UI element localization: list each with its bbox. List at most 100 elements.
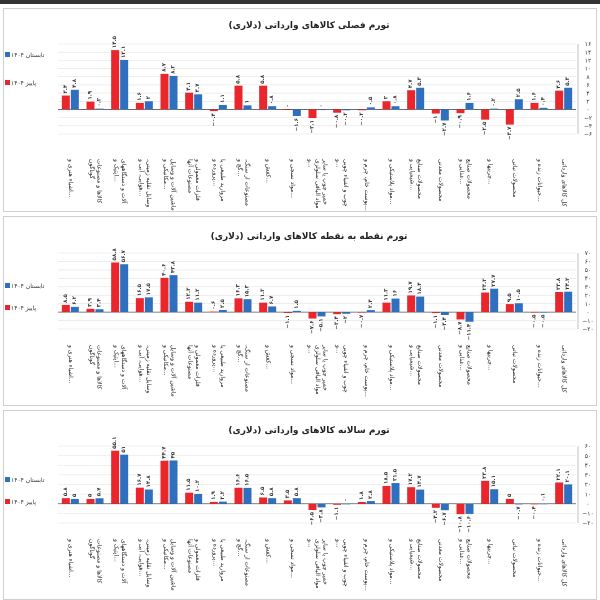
category-label: مواد نسجی و...: [289, 345, 297, 384]
bar-summer: [416, 87, 425, 110]
data-label: ۱: [245, 100, 251, 103]
category-label: فلزات معمولی و مصنوعات آنها: [186, 345, 202, 387]
bar-autumn: [283, 109, 292, 111]
category-label: کالاها و مصنوعات گوناگون: [88, 539, 103, 584]
bar-autumn: [456, 503, 465, 515]
category-label: چوب و اشیاء چوبی و...: [334, 159, 350, 207]
data-label: ۵۵.۱: [112, 437, 118, 449]
legend-label-summer: تابستان ۱۴۰۴: [11, 283, 45, 290]
bar-summer: [218, 310, 227, 313]
category-label: چوب و اشیاء چوبی و...: [334, 539, 350, 587]
category-label: حیوانات زنده و...: [535, 159, 543, 202]
data-label: ۱۱.۲: [260, 288, 266, 301]
data-label: ۹.۵: [507, 293, 513, 302]
data-label: ۵.۷: [97, 487, 103, 496]
data-label: ۴۵: [171, 451, 177, 458]
category-label: مصنوعات از سنگ، گچ و...: [236, 539, 251, 586]
bar-autumn: [160, 73, 169, 110]
bar-autumn: [333, 109, 342, 113]
bar-autumn: [185, 492, 194, 504]
category-label: محصولات معدنی: [437, 539, 445, 582]
data-label: ۶.۵: [260, 486, 266, 495]
bar-summer: [169, 75, 178, 110]
y-tick-label: ۱۲: [585, 58, 591, 65]
category-label: فلزات معمولی و مصنوعات آنها: [186, 159, 202, 201]
data-label: ۸.۵: [63, 293, 69, 302]
data-label: ۱.۹: [211, 490, 217, 499]
bar-autumn: [505, 304, 514, 313]
bar-autumn: [61, 304, 70, 313]
bar-summer: [416, 489, 425, 504]
category-label: محصولات صنایع شیمیایی و...: [408, 539, 424, 579]
data-label: ۱۷.۵: [146, 283, 152, 296]
bar-autumn: [259, 497, 268, 504]
category-label: خمیر چوب یا سایر مواد الیافی سلولزی و...: [306, 159, 329, 209]
category-label: کفش و...: [264, 539, 272, 564]
category-label: محصولات صنایع غذایی و...: [458, 345, 473, 385]
bar-autumn: [283, 312, 292, 314]
category-label: مروارید طبیعی یا پرورده و...: [211, 159, 226, 202]
y-tick-label: −۴: [584, 123, 592, 130]
bar-autumn: [283, 500, 292, 504]
category-label: مواد پلاستیکی و...: [387, 159, 395, 205]
data-label: ۵۶.۷: [121, 249, 127, 262]
category-label: آلات و دستگاههای اپتیک و...: [112, 345, 128, 390]
data-label: ۱۲.۳: [186, 287, 192, 300]
data-label: −۶.۵: [310, 511, 316, 525]
y-tick-label: ۵۰: [585, 267, 591, 274]
bar-summer: [440, 312, 449, 315]
data-label: −۰.۲: [343, 112, 349, 126]
bar-summer: [268, 106, 277, 110]
bar-autumn: [111, 450, 120, 504]
category-label: کالاها و مصنوعات گوناگون: [88, 345, 103, 390]
data-label: −۱۱.۴: [467, 323, 473, 340]
data-label: ۰.۲: [491, 97, 497, 106]
bar-summer: [70, 89, 79, 110]
window-top-bar: [0, 0, 600, 4]
category-label: محصولات صنایع شیمیایی و...: [408, 159, 424, 199]
data-label: ۴.۸: [72, 78, 78, 87]
category-label: چربیها و...: [486, 539, 494, 565]
bar-summer: [391, 298, 400, 313]
category-label: محصولات نباتی: [511, 345, 519, 384]
data-label: ۵.۸: [294, 487, 300, 496]
bar-autumn: [234, 85, 243, 110]
bar-autumn: [481, 292, 490, 313]
legend-swatch-autumn: [5, 499, 10, 504]
category-label: چوب و اشیاء چوبی و...: [334, 345, 350, 393]
y-tick-label: ۴۰: [585, 462, 591, 469]
bar-autumn: [111, 262, 120, 313]
data-label: ۰.۴: [541, 96, 547, 105]
category-label: کفش و...: [264, 159, 272, 184]
data-label: ۱۲.۱: [121, 46, 127, 58]
bar-summer: [292, 109, 301, 116]
data-label: ۱۴.۸: [146, 475, 152, 488]
data-label: ۱۶.۶: [236, 474, 242, 486]
y-tick-label: ۶: [586, 82, 589, 89]
bar-autumn: [357, 502, 366, 504]
y-tick-label: ۲۰: [585, 482, 591, 489]
data-label: ۱۶.۵: [245, 473, 251, 486]
bar-autumn: [135, 487, 144, 504]
bar-summer: [465, 503, 474, 514]
data-label: ۰.۶: [211, 301, 217, 310]
bar-autumn: [86, 308, 95, 313]
data-label: −۱۰.۸: [458, 516, 464, 533]
y-tick-label: −۱۰: [582, 511, 593, 518]
y-tick-label: ۶۰: [585, 259, 591, 266]
legend-label-autumn: پاییز ۱۴۰۴: [11, 305, 36, 312]
bar-summer: [317, 503, 326, 508]
bar-summer: [144, 489, 153, 504]
bar-summer: [317, 109, 326, 111]
data-label: ۱.۵: [294, 299, 300, 308]
y-tick-label: ۲۰: [585, 292, 591, 299]
data-label: ۱.۶: [467, 92, 473, 101]
bar-autumn: [308, 312, 317, 319]
bar-summer: [366, 107, 375, 110]
y-tick-label: ۱۶: [585, 41, 591, 48]
bar-autumn: [234, 487, 243, 504]
y-tick-label: ۰: [586, 309, 589, 316]
data-label: ۱۱.۲: [195, 288, 201, 301]
bar-summer: [416, 296, 425, 313]
category-label: چربیها و...: [486, 159, 494, 185]
